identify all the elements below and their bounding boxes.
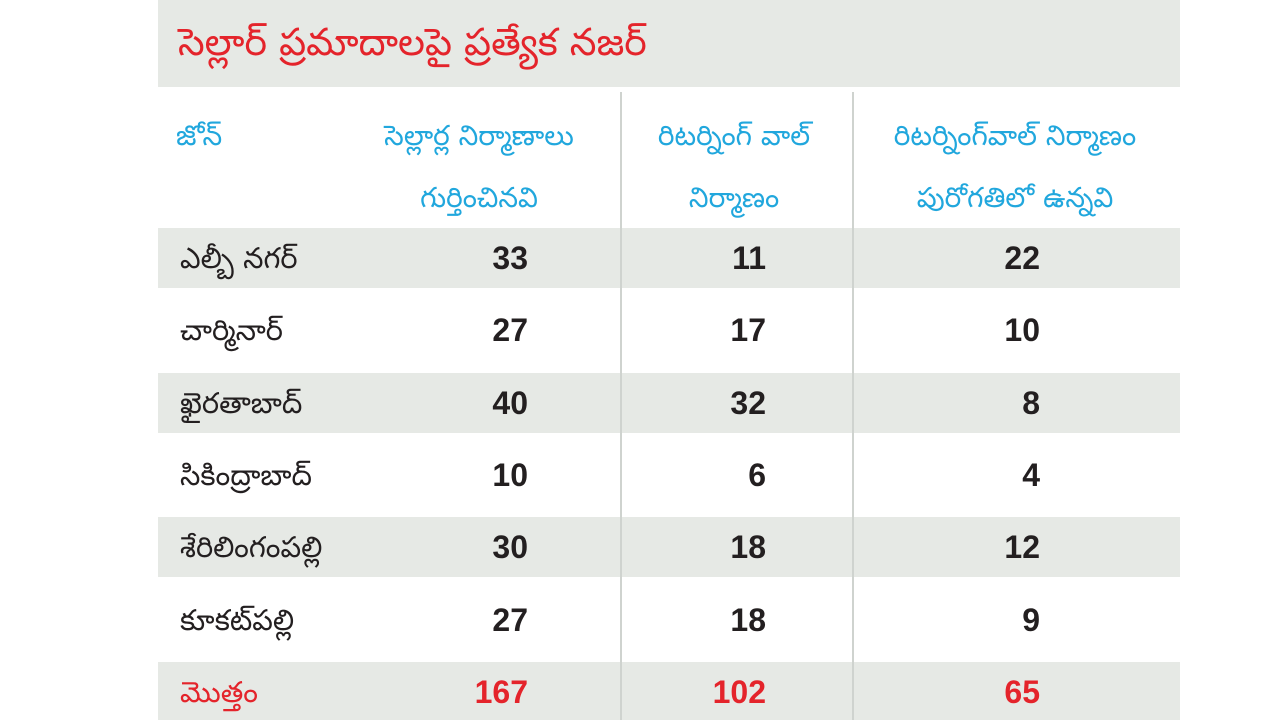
table-row: శేరిలింగంపల్లి 30 18 12: [158, 517, 1180, 577]
title-bar: సెల్లార్ ప్రమాదాలపై ప్రత్యేక నజర్: [158, 0, 1180, 87]
table-row: ఎల్బీ నగర్ 33 11 22: [158, 228, 1180, 288]
retaining-wall-in-progress: 4: [1022, 457, 1040, 493]
cellars-identified: 33: [492, 240, 528, 276]
table-title: సెల్లార్ ప్రమాదాలపై ప్రత్యేక నజర్: [178, 20, 647, 64]
header-col2: రిటర్నింగ్ వాల్ నిర్మాణం: [624, 105, 844, 229]
infographic-table: సెల్లార్ ప్రమాదాలపై ప్రత్యేక నజర్ జోన్ స…: [158, 0, 1180, 720]
retaining-wall-built: 11: [732, 240, 766, 276]
retaining-wall-built: 18: [730, 602, 766, 638]
header-col1-line1: సెల్లార్ల నిర్మాణాలు: [384, 119, 574, 152]
header-col2-line1: రిటర్నింగ్ వాల్: [657, 119, 811, 152]
retaining-wall-in-progress: 9: [1022, 602, 1040, 638]
header-col3-line1: రిటర్నింగ్‌వాల్ నిర్మాణం: [893, 119, 1137, 152]
header-col2-line2: నిర్మాణం: [688, 181, 780, 214]
cellars-identified: 27: [492, 312, 528, 348]
cellars-identified: 30: [492, 529, 528, 565]
table-header: జోన్ సెల్లార్ల నిర్మాణాలు గుర్తించినవి ర…: [158, 87, 1180, 227]
header-col3-line2: పురోగతిలో ఉన్నవి: [916, 181, 1114, 214]
header-zone: జోన్: [176, 119, 223, 152]
retaining-wall-in-progress: 8: [1022, 385, 1040, 421]
retaining-wall-built: 18: [730, 529, 766, 565]
retaining-wall-built: 32: [730, 385, 766, 421]
column-divider: [852, 92, 854, 720]
total-cellars-identified: 167: [474, 674, 528, 710]
total-retaining-wall-built: 102: [712, 674, 766, 710]
header-col1: సెల్లార్ల నిర్మాణాలు గుర్తించినవి: [354, 105, 604, 229]
table-row: సికింద్రాబాద్ 10 6 4: [158, 445, 1180, 505]
zone-name: శేరిలింగంపల్లి: [180, 530, 323, 564]
header-col1-line2: గుర్తించినవి: [420, 181, 538, 214]
zone-name: సికింద్రాబాద్: [180, 458, 312, 492]
retaining-wall-built: 6: [748, 457, 766, 493]
total-retaining-wall-in-progress: 65: [1004, 674, 1040, 710]
zone-name: ఎల్బీ నగర్: [180, 241, 298, 275]
column-divider: [620, 92, 622, 720]
zone-name: కూకట్‌పల్లి: [180, 603, 295, 637]
retaining-wall-built: 17: [730, 312, 766, 348]
cellars-identified: 10: [492, 457, 528, 493]
total-label: మొత్తం: [180, 675, 258, 709]
zone-name: ఖైరతాబాద్: [180, 386, 303, 420]
cellars-identified: 40: [492, 385, 528, 421]
total-row: మొత్తం 167 102 65: [158, 662, 1180, 720]
retaining-wall-in-progress: 10: [1004, 312, 1040, 348]
header-col3: రిటర్నింగ్‌వాల్ నిర్మాణం పురోగతిలో ఉన్నవ…: [852, 105, 1178, 229]
retaining-wall-in-progress: 12: [1004, 529, 1040, 565]
table-row: ఖైరతాబాద్ 40 32 8: [158, 373, 1180, 433]
retaining-wall-in-progress: 22: [1004, 240, 1040, 276]
cellars-identified: 27: [492, 602, 528, 638]
table-row: కూకట్‌పల్లి 27 18 9: [158, 590, 1180, 650]
table-row: చార్మినార్ 27 17 10: [158, 300, 1180, 360]
zone-name: చార్మినార్: [180, 313, 283, 347]
